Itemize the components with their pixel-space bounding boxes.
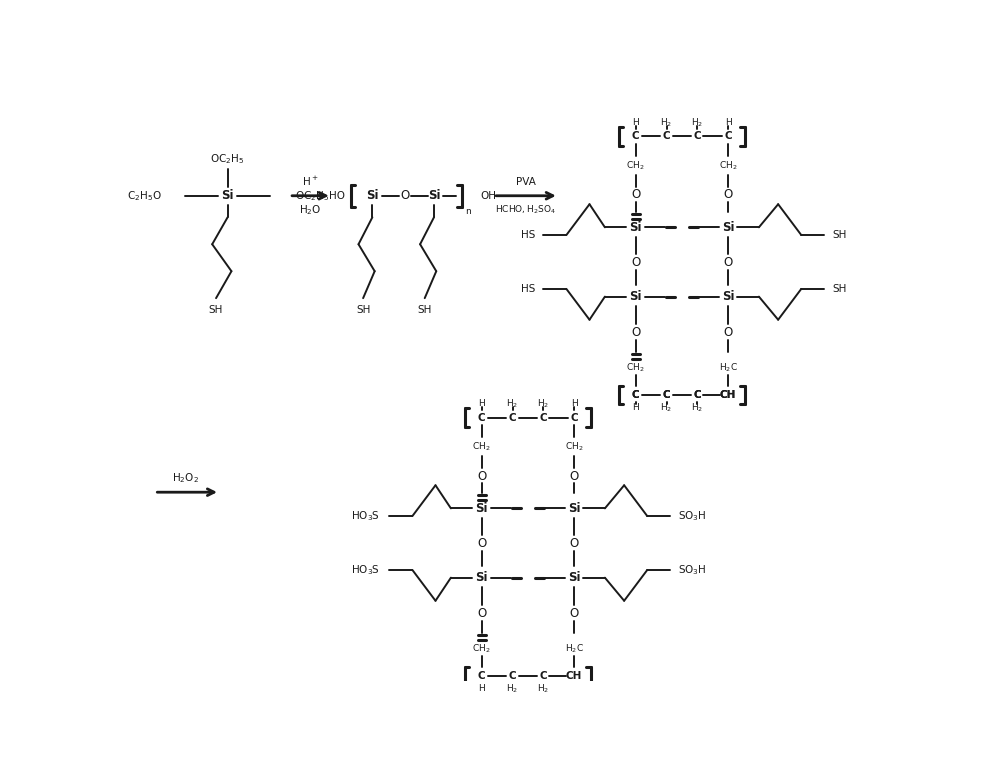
Text: $\mathrm{H_2}$: $\mathrm{H_2}$ — [660, 402, 673, 414]
Text: SH: SH — [832, 284, 846, 294]
Text: $\mathrm{H_2}$: $\mathrm{H_2}$ — [691, 402, 703, 414]
Text: n: n — [465, 207, 471, 216]
Text: C: C — [632, 390, 640, 400]
Text: HS: HS — [521, 230, 536, 240]
Text: Si: Si — [568, 571, 580, 584]
Text: C: C — [663, 390, 670, 400]
Text: H: H — [571, 399, 577, 409]
Text: $\mathrm{CH_2}$: $\mathrm{CH_2}$ — [472, 441, 491, 453]
Text: $\mathrm{H_2}$: $\mathrm{H_2}$ — [537, 682, 549, 695]
Text: Si: Si — [366, 189, 379, 202]
Text: $\mathrm{SO_3H}$: $\mathrm{SO_3H}$ — [678, 509, 707, 523]
Text: $\mathrm{H_2}$: $\mathrm{H_2}$ — [691, 116, 703, 129]
Text: O: O — [631, 256, 640, 269]
Text: C: C — [663, 132, 670, 142]
Text: HS: HS — [521, 284, 536, 294]
Text: SH: SH — [418, 304, 432, 314]
Text: O: O — [477, 607, 486, 620]
Text: C: C — [509, 671, 516, 681]
Text: $\mathrm{SO_3H}$: $\mathrm{SO_3H}$ — [678, 563, 707, 577]
Text: $\mathrm{H_2C}$: $\mathrm{H_2C}$ — [565, 643, 584, 655]
Text: $\mathrm{OC_2H_5}$: $\mathrm{OC_2H_5}$ — [295, 189, 329, 203]
Text: $\mathrm{CH_2}$: $\mathrm{CH_2}$ — [719, 159, 737, 172]
Text: $\mathrm{HO_3S}$: $\mathrm{HO_3S}$ — [351, 509, 380, 523]
Text: O: O — [400, 189, 409, 202]
Text: $\mathrm{H_2}$: $\mathrm{H_2}$ — [537, 397, 549, 410]
Text: C: C — [724, 132, 732, 142]
Text: C: C — [632, 390, 640, 400]
Text: CH: CH — [720, 390, 736, 400]
Text: $\mathrm{H_2}$: $\mathrm{H_2}$ — [506, 397, 519, 410]
Text: Si: Si — [629, 221, 642, 234]
Text: Si: Si — [722, 221, 734, 234]
Text: $\mathrm{C_2H_5O}$: $\mathrm{C_2H_5O}$ — [127, 189, 162, 203]
Text: $\mathrm{HO_3S}$: $\mathrm{HO_3S}$ — [351, 563, 380, 577]
Text: O: O — [723, 188, 733, 201]
Text: Si: Si — [629, 290, 642, 303]
Text: Si: Si — [722, 290, 734, 303]
Text: CH: CH — [566, 671, 582, 681]
Text: C: C — [539, 412, 547, 422]
Text: O: O — [631, 188, 640, 201]
Text: SH: SH — [356, 304, 370, 314]
Text: O: O — [477, 537, 486, 550]
Text: H: H — [725, 118, 731, 127]
Text: $\mathrm{H_2O}$: $\mathrm{H_2O}$ — [299, 203, 321, 216]
Text: C: C — [693, 390, 701, 400]
Text: O: O — [569, 607, 579, 620]
Text: OH: OH — [480, 190, 496, 200]
Text: PVA: PVA — [516, 177, 536, 187]
Text: $\mathrm{H_2O_2}$: $\mathrm{H_2O_2}$ — [172, 471, 199, 485]
Text: Si: Si — [221, 189, 234, 202]
Text: $\mathrm{CH_2}$: $\mathrm{CH_2}$ — [626, 361, 645, 374]
Text: C: C — [570, 412, 578, 422]
Text: $\mathrm{H_2}$: $\mathrm{H_2}$ — [506, 682, 519, 695]
Text: HO: HO — [329, 190, 345, 200]
Text: O: O — [631, 326, 640, 339]
Text: $\mathrm{CH_2}$: $\mathrm{CH_2}$ — [626, 159, 645, 172]
Text: Si: Si — [475, 571, 488, 584]
Text: SH: SH — [209, 304, 223, 314]
Text: C: C — [509, 412, 516, 422]
Text: Si: Si — [428, 189, 440, 202]
Text: H: H — [632, 403, 639, 412]
Text: H: H — [478, 399, 485, 409]
Text: $\mathrm{H^+}$: $\mathrm{H^+}$ — [302, 175, 318, 188]
Text: C: C — [478, 671, 486, 681]
Text: $\mathrm{OC_2H_5}$: $\mathrm{OC_2H_5}$ — [210, 152, 245, 166]
Text: H: H — [478, 684, 485, 693]
Text: $\mathrm{H_2C}$: $\mathrm{H_2C}$ — [719, 361, 738, 374]
Text: SH: SH — [832, 230, 846, 240]
Text: C: C — [632, 132, 640, 142]
Text: Si: Si — [475, 502, 488, 515]
Text: $\mathrm{CH_2}$: $\mathrm{CH_2}$ — [472, 643, 491, 655]
Text: O: O — [723, 256, 733, 269]
Text: CH: CH — [720, 390, 736, 400]
Text: C: C — [663, 390, 670, 400]
Text: $\mathrm{H_2}$: $\mathrm{H_2}$ — [660, 116, 673, 129]
Text: C: C — [693, 132, 701, 142]
Text: O: O — [477, 470, 486, 483]
Text: O: O — [569, 537, 579, 550]
Text: O: O — [723, 326, 733, 339]
Text: $\mathrm{HCHO, H_2SO_4}$: $\mathrm{HCHO, H_2SO_4}$ — [495, 203, 556, 216]
Text: C: C — [478, 412, 486, 422]
Text: C: C — [539, 671, 547, 681]
Text: O: O — [569, 470, 579, 483]
Text: $\mathrm{CH_2}$: $\mathrm{CH_2}$ — [565, 441, 583, 453]
Text: C: C — [693, 390, 701, 400]
Text: H: H — [632, 118, 639, 127]
Text: Si: Si — [568, 502, 580, 515]
